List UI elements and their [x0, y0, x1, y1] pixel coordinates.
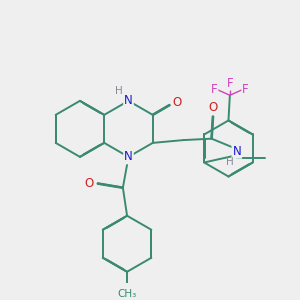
Text: CH₃: CH₃ [118, 289, 137, 299]
Text: O: O [172, 96, 181, 109]
Text: H: H [115, 86, 122, 96]
Text: N: N [124, 150, 133, 164]
Text: N: N [124, 94, 133, 107]
Text: N: N [232, 145, 241, 158]
Text: H: H [226, 158, 234, 167]
Text: O: O [208, 101, 217, 114]
Text: F: F [242, 83, 249, 96]
Text: F: F [226, 77, 233, 90]
Text: O: O [85, 177, 94, 190]
Text: F: F [211, 83, 218, 96]
